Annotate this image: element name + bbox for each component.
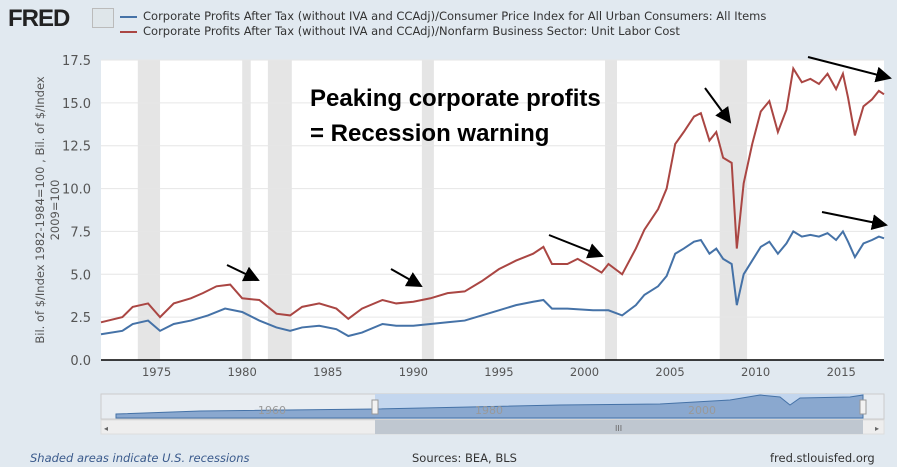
y-tick-label: 17.5	[62, 54, 91, 69]
y-tick-label: 12.5	[62, 140, 91, 155]
annotation-line1: Peaking corporate profits	[310, 85, 601, 112]
y-tick-label: 15.0	[62, 97, 91, 112]
legend-label: Corporate Profits After Tax (without IVA…	[143, 9, 767, 23]
red-line-swatch-icon	[120, 30, 137, 33]
navigator-tick: 1960	[258, 404, 286, 417]
recession-note: Shaded areas indicate U.S. recessions	[30, 451, 250, 465]
blue-line-swatch-icon	[120, 15, 137, 18]
scroll-right-icon[interactable]: ▸	[875, 424, 879, 433]
navigator-tick: 2000	[688, 404, 716, 417]
recession-band	[605, 60, 618, 360]
arrow-icon	[390, 268, 423, 287]
y-tick-label: 10.0	[62, 183, 91, 198]
sources: Sources: BEA, BLS	[412, 451, 517, 465]
arrows	[226, 56, 892, 287]
x-tick-label: 1990	[399, 365, 428, 379]
fred-logo[interactable]: FRED	[8, 5, 70, 32]
scrollbar-grip-icon: III	[615, 424, 622, 433]
x-tick-label: 1975	[142, 365, 171, 379]
arrow-icon	[548, 234, 604, 259]
arrow-icon	[807, 56, 892, 83]
x-tick-label: 1995	[484, 365, 513, 379]
recession-band	[719, 60, 748, 360]
legend-item-cpi[interactable]: Corporate Profits After Tax (without IVA…	[120, 9, 766, 24]
chart-logo-icon	[92, 8, 114, 28]
x-tick-label: 2000	[570, 365, 599, 379]
series-line	[100, 229, 885, 338]
legend: Corporate Profits After Tax (without IVA…	[120, 9, 766, 39]
arrow-icon	[821, 211, 888, 231]
x-tick-label: 2005	[655, 365, 684, 379]
arrow-icon	[704, 87, 732, 124]
x-tick-label: 1980	[228, 365, 257, 379]
recession-band	[137, 60, 161, 360]
legend-label: Corporate Profits After Tax (without IVA…	[143, 24, 680, 38]
range-handle-left[interactable]	[371, 399, 379, 415]
y-tick-label: 0.0	[70, 354, 91, 369]
recession-band	[267, 60, 292, 360]
recession-band	[242, 60, 251, 360]
site-link[interactable]: fred.stlouisfed.org	[770, 451, 875, 465]
navigator-tick: 1980	[475, 404, 503, 417]
y-axis-label: Bil. of $/Index 1982-1984=100 , Bil. of …	[33, 76, 62, 343]
y-tick-label: 5.0	[70, 268, 91, 283]
legend-item-ulc[interactable]: Corporate Profits After Tax (without IVA…	[120, 24, 766, 39]
scroll-left-icon[interactable]: ◂	[104, 424, 108, 433]
series-line	[100, 65, 885, 324]
x-tick-label: 1985	[313, 365, 342, 379]
annotation-line2: = Recession warning	[310, 120, 549, 147]
y-tick-label: 7.5	[70, 225, 91, 240]
recession-band	[421, 60, 434, 360]
scrollbar-thumb[interactable]	[375, 420, 863, 434]
x-tick-label: 2010	[741, 365, 770, 379]
arrow-icon	[226, 264, 260, 282]
range-navigator[interactable]: 1960 1980 2000 III ◂ ▸	[100, 393, 885, 435]
range-handle-right[interactable]	[859, 399, 867, 415]
y-tick-label: 2.5	[70, 311, 91, 326]
x-tick-label: 2015	[827, 365, 856, 379]
